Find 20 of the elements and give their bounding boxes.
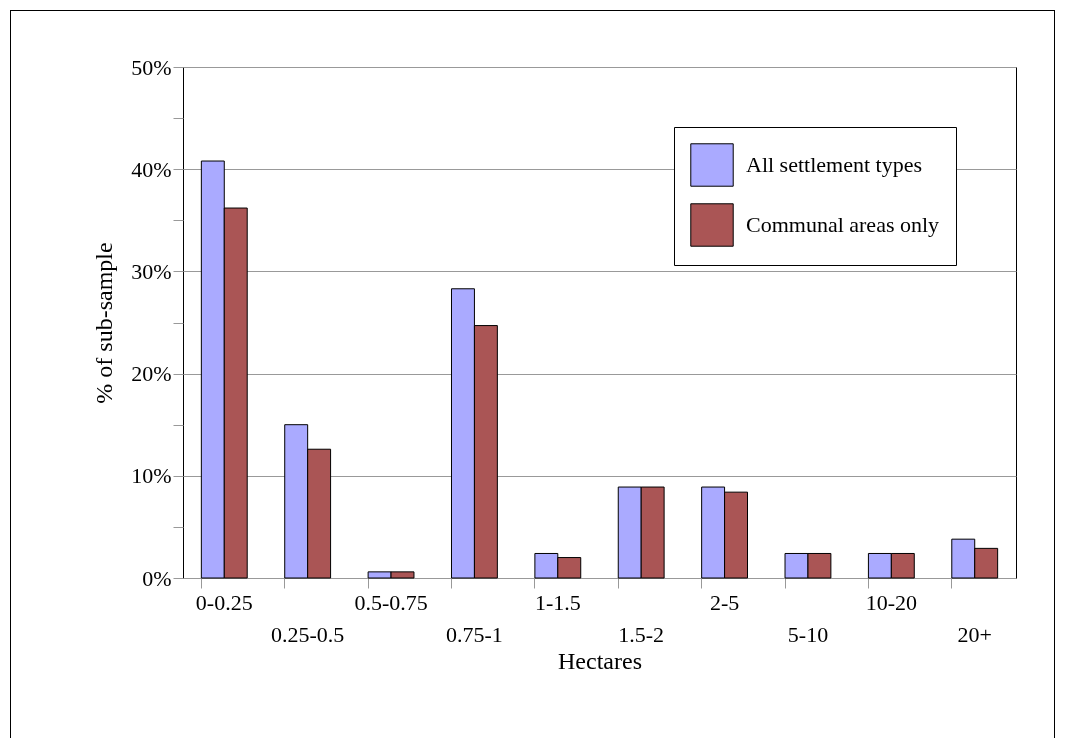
y-tick-label: 40% bbox=[131, 156, 172, 182]
x-tick-label: 1.5-2 bbox=[618, 621, 665, 647]
legend-label: All settlement types bbox=[746, 152, 922, 177]
x-tick-label: 2-5 bbox=[709, 589, 740, 615]
x-tick-label: 1-1.5 bbox=[534, 589, 581, 615]
y-tick-label: 20% bbox=[131, 361, 172, 387]
y-tick-label: 0% bbox=[142, 565, 172, 591]
x-tick-label: 0-0.25 bbox=[195, 589, 253, 615]
x-tick-label: 5-10 bbox=[787, 621, 829, 647]
x-tick-label: 0.25-0.5 bbox=[270, 621, 345, 647]
y-tick-label: 10% bbox=[131, 463, 172, 489]
x-tick-label: 10-20 bbox=[865, 589, 918, 615]
y-tick-label: 50% bbox=[131, 54, 172, 80]
x-tick-label: 20+ bbox=[957, 621, 992, 647]
legend-label: Communal areas only bbox=[746, 212, 940, 237]
x-tick-label: 0.5-0.75 bbox=[354, 589, 428, 615]
y-axis-title: % of sub-sample bbox=[91, 242, 118, 404]
x-tick-label: 0.75-1 bbox=[446, 621, 503, 647]
y-tick-label: 30% bbox=[131, 258, 172, 284]
x-axis-title: Hectares bbox=[558, 647, 642, 674]
